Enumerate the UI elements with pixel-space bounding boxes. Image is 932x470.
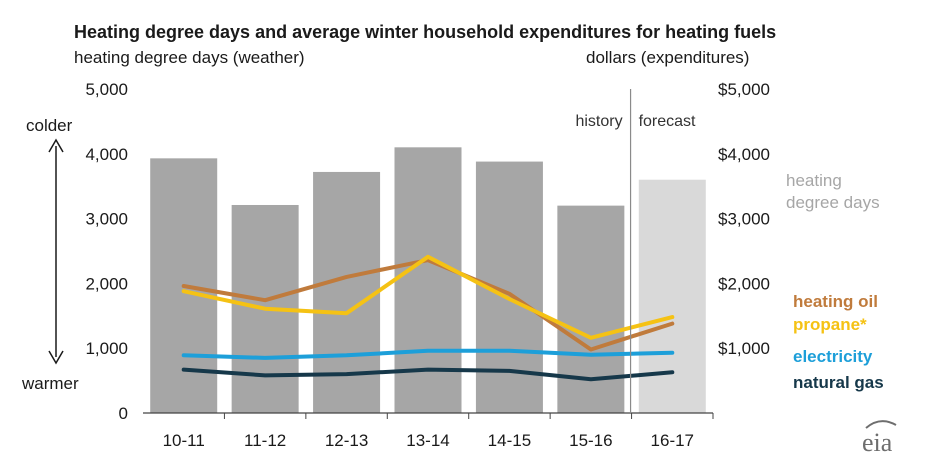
lines-group: [181, 254, 675, 382]
warmer-label: warmer: [21, 374, 79, 393]
forecast-label: forecast: [639, 113, 696, 130]
legend-propane-: propane*: [793, 315, 867, 334]
bar-12-13: [313, 171, 381, 413]
series-line-natural-gas: [181, 367, 675, 382]
legend-heating-oil: heating oil: [793, 292, 878, 311]
colder-label: colder: [26, 116, 73, 135]
x-tick-label: 15-16: [569, 431, 612, 450]
x-tick-label: 10-11: [163, 431, 205, 450]
y-tick-left: 2,000: [85, 274, 128, 293]
hdd-label-line1: heating: [786, 171, 842, 190]
legend-electricity: electricity: [793, 347, 873, 366]
series-line-propane-: [181, 254, 675, 340]
bar-13-14: [394, 147, 462, 413]
chart-title: Heating degree days and average winter h…: [74, 22, 777, 42]
x-tick-label: 14-15: [488, 431, 531, 450]
y-tick-right: $4,000: [718, 145, 770, 164]
y-tick-right: $1,000: [718, 339, 770, 358]
x-tick-label: 16-17: [651, 431, 694, 450]
y-tick-left: 4,000: [85, 145, 128, 164]
y-tick-left: 5,000: [85, 80, 128, 99]
history-label: history: [575, 113, 622, 130]
x-tick-label: 13-14: [406, 431, 449, 450]
x-tick-label: 11-12: [244, 431, 286, 450]
y-tick-right: $2,000: [718, 274, 770, 293]
bar-16-17: [638, 179, 706, 413]
series-line-heating-oil: [181, 258, 675, 352]
right-axis-title: dollars (expenditures): [586, 48, 750, 67]
axes-group: 0 1,000 2,000 3,000 4,000 5,000 $1,000 $2,000 $3…: [85, 80, 770, 450]
eia-logo: eia: [862, 428, 893, 457]
y-tick-left: 1,000: [85, 339, 128, 358]
y-tick-left: 0: [119, 404, 128, 423]
annotations-group: history forecast colder warmer heating degree…: [21, 89, 897, 457]
bar-15-16: [557, 205, 625, 413]
legend-natural-gas: natural gas: [793, 373, 884, 392]
arrow-down-icon: [48, 350, 64, 365]
hdd-label-line2: degree days: [786, 193, 880, 212]
left-axis-title: heating degree days (weather): [74, 48, 305, 67]
y-tick-left: 3,000: [85, 210, 128, 229]
x-tick-label: 12-13: [325, 431, 368, 450]
y-tick-right: $3,000: [718, 210, 770, 229]
arrow-up-icon: [48, 138, 64, 153]
eia-logo-swoosh-icon: [865, 420, 897, 429]
series-line-electricity: [181, 348, 675, 360]
y-tick-right: $5,000: [718, 80, 770, 99]
